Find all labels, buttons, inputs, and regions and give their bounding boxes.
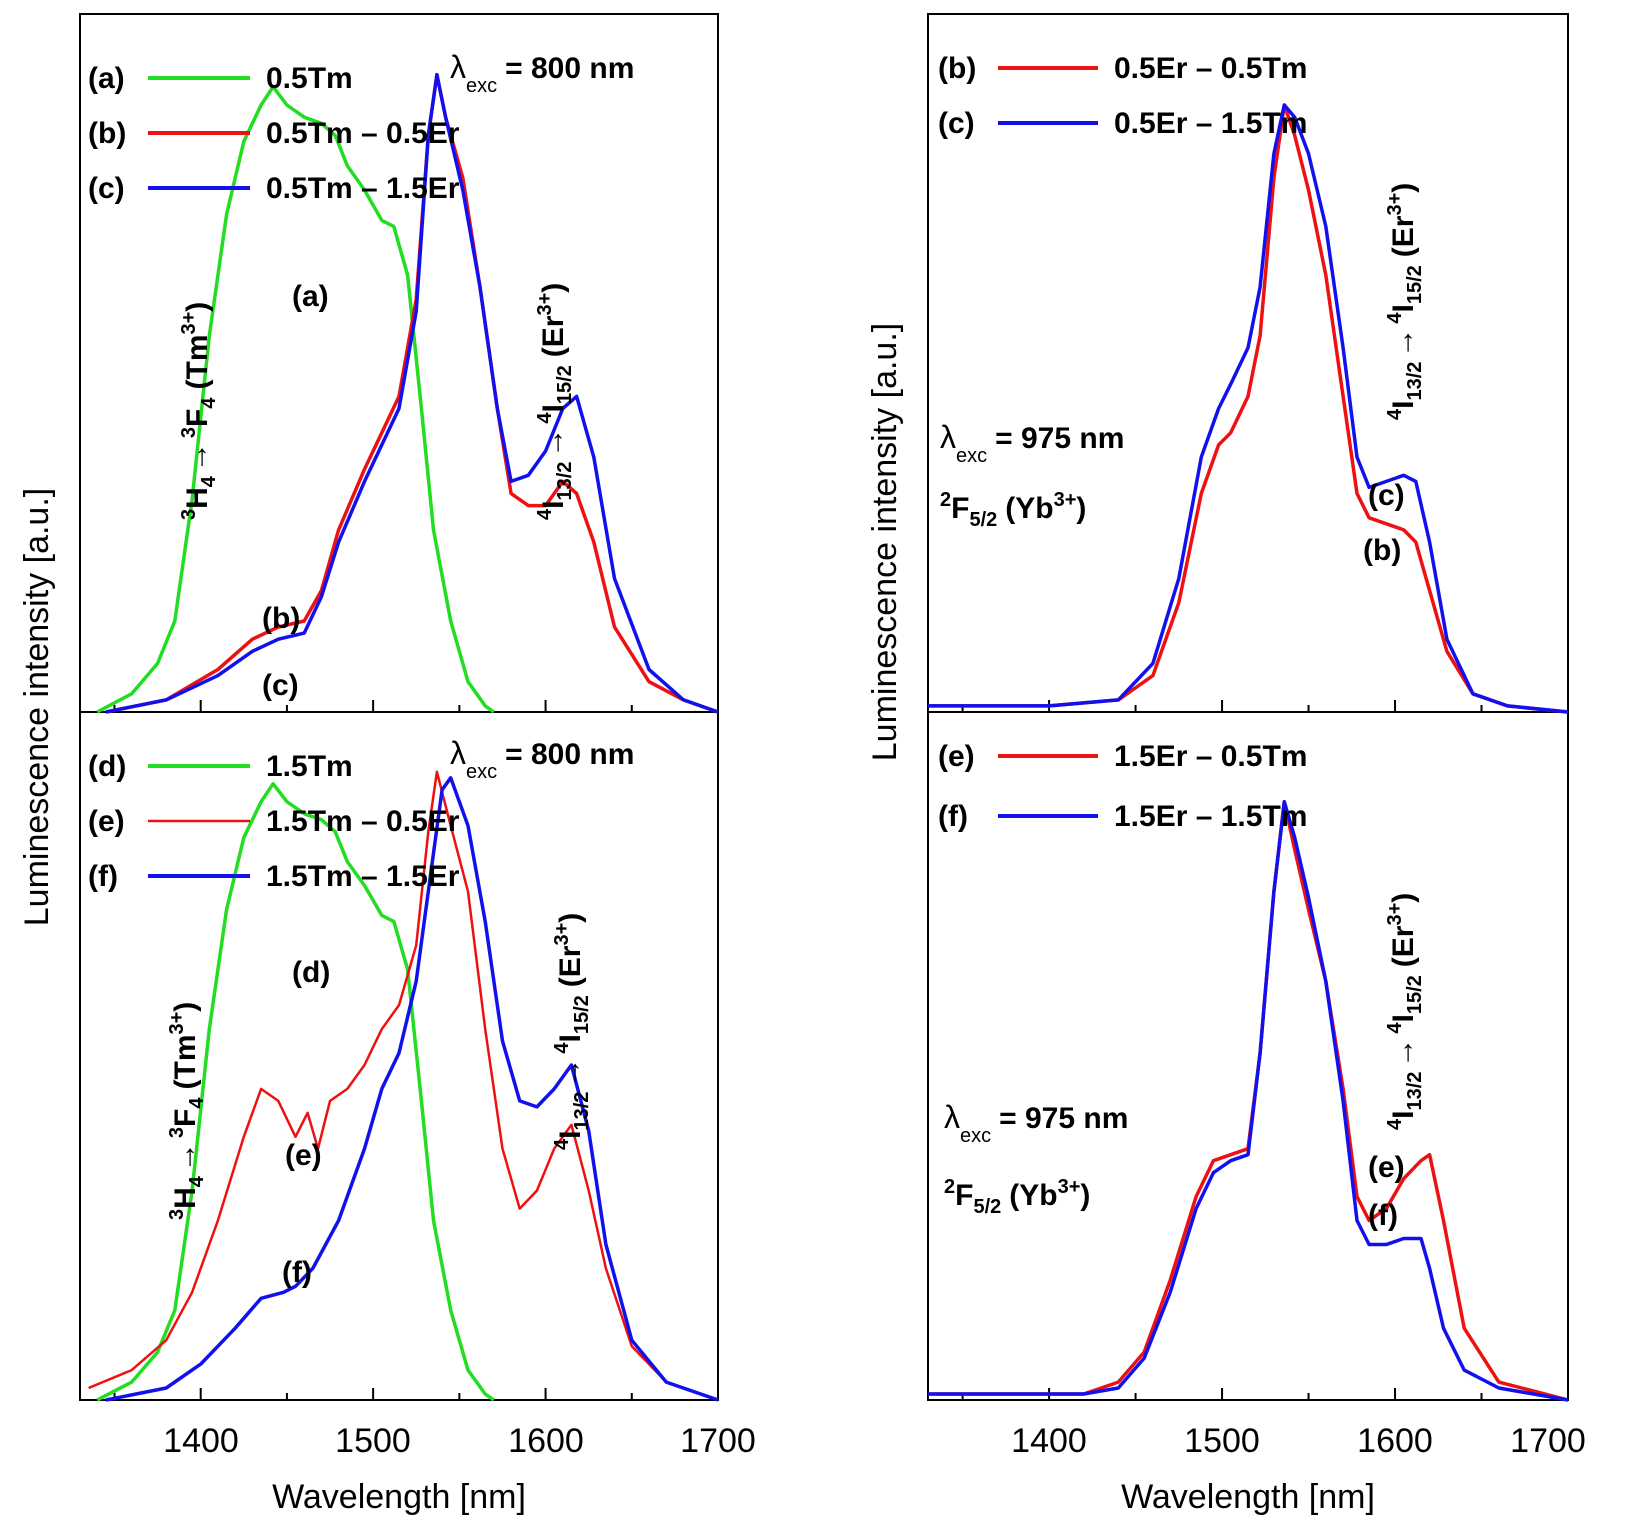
series-line-blue bbox=[105, 776, 719, 1402]
panel-d-plot bbox=[928, 799, 1569, 1402]
curve-label-c: (c) bbox=[262, 669, 299, 702]
legend-tag: (b) bbox=[88, 117, 126, 150]
series-line-blue bbox=[928, 103, 1569, 714]
left-column: Luminescence intensity [a.u.] Wavelength… bbox=[18, 13, 756, 1516]
panel-c-legend: (b) 0.5Er – 0.5Tm (c) 0.5Er – 1.5Tm bbox=[938, 52, 1307, 140]
right-column: Luminescence intensity [a.u.] Wavelength… bbox=[866, 13, 1586, 1516]
legend-label: 1.5Tm – 1.5Er bbox=[266, 860, 460, 893]
panel-b-legend: (d) 1.5Tm (e) 1.5Tm – 0.5Er (f) 1.5Tm – … bbox=[88, 750, 460, 893]
curve-label-f: (f) bbox=[282, 1256, 312, 1289]
legend-label: 1.5Er – 0.5Tm bbox=[1114, 740, 1307, 773]
er-transition-label: 4I13/2→4I15/2(Er3+) bbox=[1384, 183, 1426, 420]
curve-label-e: (e) bbox=[285, 1139, 322, 1172]
legend-label: 1.5Er – 1.5Tm bbox=[1114, 800, 1307, 833]
curve-label-a: (a) bbox=[292, 280, 329, 313]
right-x-axis-title: Wavelength [nm] bbox=[1121, 1478, 1375, 1516]
excitation-wavelength: λexc= 800 nm bbox=[450, 735, 634, 783]
left-x-tick-1400: 1400 bbox=[163, 1422, 239, 1460]
legend-label: 1.5Tm bbox=[266, 750, 353, 783]
yb-level-label: 2F5/2 (Yb3+) bbox=[940, 489, 1086, 531]
legend-label: 0.5Er – 0.5Tm bbox=[1114, 52, 1307, 85]
series-line-red bbox=[88, 770, 719, 1402]
excitation-wavelength: λexc= 975 nm bbox=[944, 1099, 1128, 1147]
legend-label: 0.5Er – 1.5Tm bbox=[1114, 107, 1307, 140]
panel-a-legend: (a) 0.5Tm (b) 0.5Tm – 0.5Er (c) 0.5Tm – … bbox=[88, 62, 460, 205]
panel-c-plot bbox=[928, 103, 1569, 714]
left-x-tick-1600: 1600 bbox=[508, 1422, 584, 1460]
panel-a-plot bbox=[96, 72, 719, 714]
legend-tag: (f) bbox=[88, 860, 118, 893]
yb-level-label: 2F5/2 (Yb3+) bbox=[944, 1176, 1090, 1218]
series-line-red bbox=[928, 799, 1569, 1402]
legend-tag: (d) bbox=[88, 750, 126, 783]
tm-transition-label: 3H4→3F4(Tm3+) bbox=[178, 302, 220, 520]
curve-label-e: (e) bbox=[1368, 1151, 1405, 1184]
legend-label: 0.5Tm – 0.5Er bbox=[266, 117, 460, 150]
curve-label-c: (c) bbox=[1368, 479, 1405, 512]
panel-d-legend: (e) 1.5Er – 0.5Tm (f) 1.5Er – 1.5Tm bbox=[938, 740, 1307, 833]
panel-a: (a) 0.5Tm (b) 0.5Tm – 0.5Er (c) 0.5Tm – … bbox=[88, 49, 719, 714]
series-line-red bbox=[928, 103, 1569, 714]
tm-transition-label: 3H4→3F4(Tm3+) bbox=[166, 1002, 208, 1220]
panel-b: (d) 1.5Tm (e) 1.5Tm – 0.5Er (f) 1.5Tm – … bbox=[88, 735, 719, 1402]
legend-label: 0.5Tm – 1.5Er bbox=[266, 172, 460, 205]
legend-tag: (c) bbox=[938, 107, 975, 140]
legend-tag: (e) bbox=[938, 740, 975, 773]
legend-label: 1.5Tm – 0.5Er bbox=[266, 805, 460, 838]
er-transition-label: 4I13/2→4I15/2(Er3+) bbox=[551, 913, 593, 1150]
legend-tag: (f) bbox=[938, 800, 968, 833]
curve-label-d: (d) bbox=[292, 956, 330, 989]
panel-b-ticks bbox=[113, 1388, 719, 1400]
right-x-tick-1500: 1500 bbox=[1184, 1422, 1260, 1460]
panel-a-ticks bbox=[113, 700, 719, 712]
legend-tag: (a) bbox=[88, 62, 125, 95]
left-x-tick-1500: 1500 bbox=[335, 1422, 411, 1460]
panel-c: (b) 0.5Er – 0.5Tm (c) 0.5Er – 1.5Tm λexc… bbox=[928, 52, 1569, 714]
right-x-tick-labels: 1400 1500 1600 1700 bbox=[1011, 1422, 1586, 1460]
left-y-axis-title: Luminescence intensity [a.u.] bbox=[18, 488, 56, 926]
right-x-tick-1700: 1700 bbox=[1510, 1422, 1586, 1460]
panel-d: (e) 1.5Er – 0.5Tm (f) 1.5Er – 1.5Tm λexc… bbox=[928, 740, 1569, 1402]
left-x-tick-labels: 1400 1500 1600 1700 bbox=[163, 1422, 756, 1460]
legend-tag: (e) bbox=[88, 805, 125, 838]
panel-b-plot bbox=[88, 770, 719, 1402]
series-line-green bbox=[96, 782, 495, 1402]
series-line-red bbox=[105, 72, 719, 714]
er-transition-label: 4I13/2→4I15/2(Er3+) bbox=[534, 283, 576, 520]
series-line-blue bbox=[105, 72, 719, 714]
left-x-axis-title: Wavelength [nm] bbox=[272, 1478, 526, 1516]
legend-label: 0.5Tm bbox=[266, 62, 353, 95]
series-line-green bbox=[96, 85, 495, 714]
right-x-tick-1400: 1400 bbox=[1011, 1422, 1087, 1460]
right-x-tick-1600: 1600 bbox=[1357, 1422, 1433, 1460]
left-x-tick-1700: 1700 bbox=[680, 1422, 756, 1460]
curve-label-f: (f) bbox=[1368, 1199, 1398, 1232]
series-line-blue bbox=[928, 799, 1569, 1402]
excitation-wavelength: λexc= 975 nm bbox=[940, 419, 1124, 467]
legend-tag: (c) bbox=[88, 172, 125, 205]
er-transition-label: 4I13/2→4I15/2(Er3+) bbox=[1384, 893, 1426, 1130]
excitation-wavelength: λexc= 800 nm bbox=[450, 49, 634, 97]
legend-tag: (b) bbox=[938, 52, 976, 85]
curve-label-b: (b) bbox=[1363, 534, 1401, 567]
right-y-axis-title: Luminescence intensity [a.u.] bbox=[866, 323, 904, 761]
curve-label-b: (b) bbox=[262, 602, 300, 635]
